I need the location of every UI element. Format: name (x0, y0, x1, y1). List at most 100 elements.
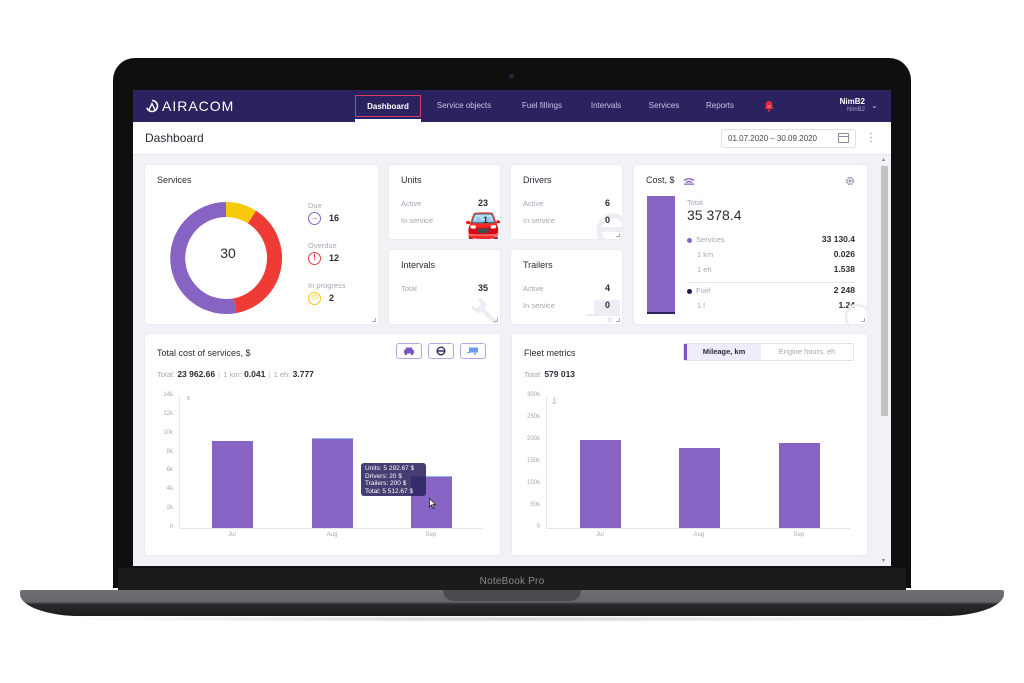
intervals-title: Intervals (401, 260, 436, 270)
drivers-in-service-label: In service (523, 216, 556, 225)
user-menu[interactable]: NimB2 NimB2 (829, 97, 865, 114)
trailers-title: Trailers (523, 260, 553, 270)
bar-jul[interactable] (212, 441, 253, 528)
tab-mileage[interactable]: Mileage, km (684, 344, 761, 360)
services-donut-chart[interactable] (163, 202, 291, 314)
cost-fuel-value: 2 248 (833, 285, 855, 295)
more-options-icon[interactable]: · · · (869, 128, 873, 147)
trailers-card[interactable]: Trailers Active 4 In service 0 (511, 250, 622, 324)
units-active-label: Active (401, 199, 422, 208)
arrow-right-circle-icon: → (308, 212, 321, 225)
y-unit-label: $ (187, 396, 190, 402)
chevron-down-icon[interactable]: ⌄ (871, 101, 878, 110)
nav-service-objects[interactable]: Service objects (436, 101, 492, 110)
in-progress-label: In progress (308, 281, 346, 290)
cost-total-label: Total (687, 198, 703, 207)
cost-services-label: Services (687, 235, 725, 244)
y-tick: 8k (166, 449, 173, 455)
cost-total-value: 35 378.4 (687, 207, 742, 223)
bar-aug[interactable] (679, 448, 720, 528)
trailers-active-value: 4 (604, 283, 610, 293)
x-tick: Sep (793, 532, 805, 538)
summary-total-label: Total: (157, 370, 175, 379)
summary-eh-value: 3.777 (292, 369, 314, 379)
tooltip-drivers: Drivers: 20 $ (365, 472, 402, 480)
scrollbar-thumb[interactable] (881, 166, 888, 416)
filter-trailers-button[interactable] (460, 343, 486, 359)
drivers-card[interactable]: Drivers Active 6 In service 0 (511, 165, 622, 239)
summary-eh-label: 1 eh: (273, 370, 291, 379)
resize-handle-icon[interactable] (494, 318, 498, 322)
y-tick: 150k (526, 458, 540, 464)
laptop-chin (118, 568, 906, 590)
y-unit-label: km (552, 397, 558, 404)
units-card[interactable]: 🚘 Units Active 23 In service 1 (389, 165, 500, 239)
cost-card[interactable]: Cost, $ Total 35 378.4 Services 33 130.4… (634, 165, 867, 324)
resize-handle-icon[interactable] (616, 233, 620, 237)
filter-drivers-button[interactable] (428, 343, 454, 359)
tooltip-trailers: Trailers: 200 $ (365, 480, 407, 487)
user-sub: NimB2 (846, 107, 865, 113)
cost-title-text: Cost, $ (646, 175, 675, 185)
fleet-total-value: 579 013 (544, 369, 576, 379)
date-range-picker[interactable]: 01.07.2020 – 30.09.2020 (721, 129, 856, 148)
y-tick: 12k (163, 411, 173, 417)
top-nav: AIRACOM Dashboard Service objects Fuel f… (133, 90, 891, 122)
drivers-in-service-value: 0 (604, 215, 610, 225)
resize-handle-icon[interactable] (861, 318, 865, 322)
resize-handle-icon[interactable] (372, 318, 376, 322)
y-tick: 200k (526, 436, 540, 442)
wrench-icon (471, 298, 497, 324)
nav-active-indicator (355, 119, 421, 122)
total-cost-card[interactable]: Total cost of services, $ Total: 23 962.… (145, 334, 500, 555)
filter-units-button[interactable] (396, 343, 422, 359)
bar-sep[interactable] (779, 443, 820, 528)
tooltip-units: Units: 5 292.67 $ (365, 465, 415, 472)
nav-reports[interactable]: Reports (705, 101, 734, 110)
x-axis (546, 528, 850, 529)
logo[interactable]: AIRACOM (145, 98, 234, 114)
fuel-dot-icon (687, 288, 692, 294)
intervals-card[interactable]: Intervals Total 35 (389, 250, 500, 324)
laptop-shadow (40, 616, 984, 622)
nav-dashboard[interactable]: Dashboard (355, 95, 421, 117)
x-tick: Aug (693, 532, 705, 538)
y-tick: 4k (166, 486, 173, 492)
bar-jul[interactable] (580, 440, 621, 528)
notification-count: 12 (767, 104, 771, 108)
steering-wheel-icon (596, 213, 622, 239)
tooltip-total: Total: 5 512.67 $ (365, 487, 414, 495)
trailers-in-service-label: In service (523, 301, 556, 310)
divider (687, 282, 855, 283)
gear-icon[interactable] (845, 176, 855, 186)
y-axis (179, 396, 180, 528)
tab-engine-hours[interactable]: Engine hours, eh (778, 347, 836, 356)
screen: AIRACOM Dashboard Service objects Fuel f… (133, 90, 891, 566)
signal-icon[interactable] (683, 177, 695, 185)
y-tick: 10k (163, 430, 173, 436)
resize-handle-icon[interactable] (494, 233, 498, 237)
nav-services[interactable]: Services (648, 101, 680, 110)
units-in-service-value: 1 (482, 215, 488, 225)
cost-fuel-text: Fuel (696, 286, 711, 295)
calendar-icon[interactable] (838, 133, 849, 143)
services-card[interactable]: Services 30 Due → 16 Overdue ! 12 In pro… (145, 165, 378, 324)
mouse-cursor-icon (429, 498, 437, 509)
cost-per-l-value: 1.24 (838, 300, 855, 310)
laptop-notch (443, 590, 581, 601)
cost-stacked-bar[interactable] (647, 196, 675, 314)
clock-icon: ◷ (308, 292, 321, 305)
fleet-metrics-card[interactable]: Fleet metrics Mileage, km Engine hours, … (512, 334, 867, 555)
scroll-down-arrow-icon[interactable]: ▼ (881, 558, 886, 564)
bar-aug[interactable] (312, 438, 353, 528)
cost-per-km-value: 0.026 (833, 249, 855, 259)
resize-handle-icon[interactable] (616, 318, 620, 322)
bell-icon[interactable]: 12 (763, 100, 775, 112)
nav-intervals[interactable]: Intervals (590, 101, 622, 110)
nav-fuel-fillings[interactable]: Fuel fillings (521, 101, 562, 110)
units-title: Units (401, 175, 422, 185)
page-title: Dashboard (145, 131, 204, 145)
scroll-up-arrow-icon[interactable]: ▲ (881, 157, 886, 163)
y-tick: 6k (166, 467, 173, 473)
